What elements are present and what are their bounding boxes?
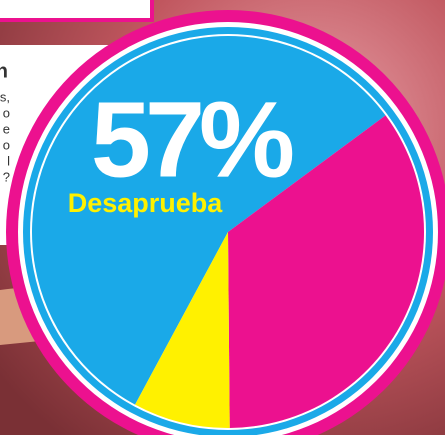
side-text-line: e	[3, 121, 10, 136]
side-text-line: o	[3, 137, 10, 152]
side-text-line: n	[0, 60, 8, 82]
side-text-line: ?	[3, 169, 10, 184]
pie-slice	[135, 232, 230, 428]
pie-slice	[31, 35, 386, 405]
pie-slice	[228, 115, 424, 428]
top-box	[0, 0, 154, 22]
side-text-line: o	[3, 105, 10, 120]
value-label: 57%	[91, 79, 293, 200]
category-label: Desaprueba	[68, 188, 224, 218]
pie	[31, 35, 424, 428]
side-text-line: s,	[0, 89, 10, 104]
side-text-line: l	[7, 153, 10, 168]
